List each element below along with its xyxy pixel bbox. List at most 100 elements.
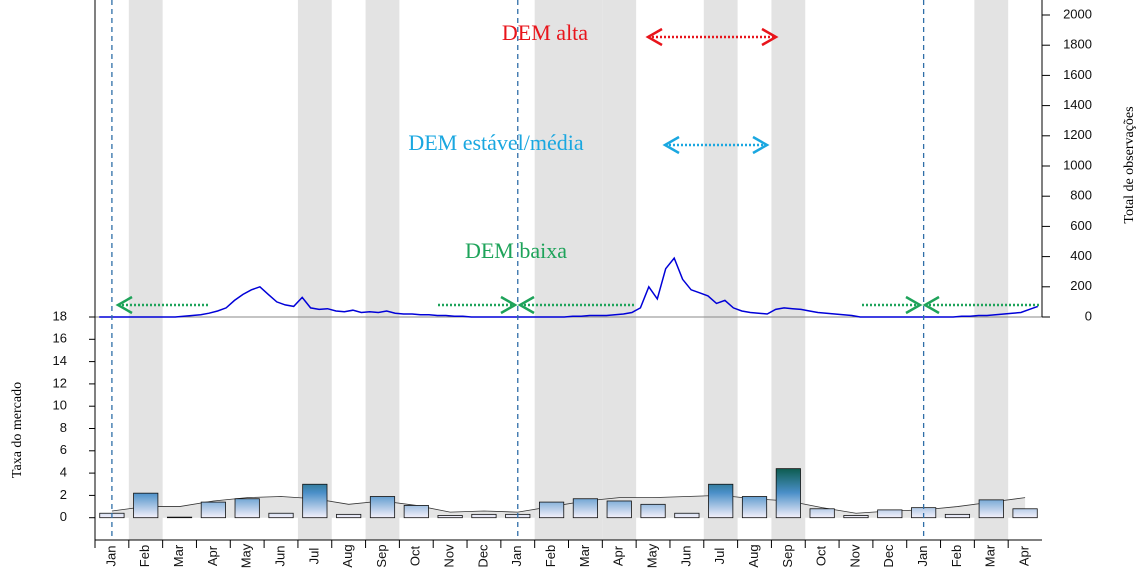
shaded-month [602,0,637,540]
y2-tick-label: 400 [1070,248,1092,263]
bar [944,513,971,519]
bar [403,505,429,519]
bar [606,500,632,519]
bar [336,513,362,519]
bar [471,513,497,519]
shaded-month [771,0,806,540]
bar [166,516,193,519]
arrow-head [905,295,923,315]
shaded-month [568,0,603,540]
arrow-head [517,295,535,315]
y-tick-label: 10 [53,398,67,413]
arrow-head [761,27,779,47]
y2-tick-label: 200 [1070,278,1092,293]
y2-tick-label: 1800 [1063,37,1092,52]
bar [268,512,294,519]
y2-tick-label: 2000 [1063,6,1092,21]
x-tick-label: Jan [103,546,118,567]
bar [775,468,801,519]
bar [234,498,260,519]
bar [843,515,869,519]
bar [1012,508,1038,519]
y-tick-label: 8 [60,420,67,435]
shaded-month [703,0,738,540]
y-tick-label: 4 [60,465,67,480]
observations-line [99,256,1039,318]
y-tick-label: 0 [60,509,67,524]
shaded-month [297,0,332,540]
x-tick-label: Jul [712,548,727,565]
shaded-month [365,0,400,540]
x-tick-label: Jul [306,548,321,565]
x-tick-label: Feb [543,545,558,567]
bar [809,508,835,519]
x-tick-label: Mar [983,544,998,567]
y-tick-label: 18 [53,308,67,323]
x-tick-label: Aug [746,544,761,567]
x-tick-label: Jun [678,546,693,567]
bar [572,498,598,519]
x-tick-label: Dec [475,544,490,568]
x-tick-label: Dec [881,544,896,568]
arrow-head [922,295,940,315]
bar [200,501,226,519]
x-tick-label: Oct [814,546,829,567]
arrow-head [752,135,770,155]
x-tick-label: Jun [272,546,287,567]
y2-tick-label: 1000 [1063,157,1092,172]
y2-tick-label: 600 [1070,218,1092,233]
bar [708,483,734,519]
bar [877,509,903,519]
y2-tick-label: 0 [1085,308,1092,323]
y-tick-label: 16 [53,331,67,346]
arrow-head [645,27,663,47]
arrow-head [115,295,133,315]
bar [539,501,565,519]
arrow-head [500,295,518,315]
shaded-month [534,0,569,540]
bar [302,483,328,519]
y2-tick-label: 1600 [1063,67,1092,82]
x-tick-label: Feb [949,545,964,567]
area-line [111,494,1026,514]
bar [741,496,768,519]
x-tick-label: Aug [340,544,355,567]
y2-tick-label: 1200 [1063,127,1092,142]
x-tick-label: Apr [1017,545,1032,566]
annotation: DEM estável/média [408,130,584,155]
bar [640,503,666,519]
y-tick-label: 14 [53,353,67,368]
bar [133,492,159,519]
x-tick-label: Jan [915,546,930,567]
bar [437,515,463,519]
y2-tick-label: 800 [1070,188,1092,203]
x-tick-label: May [239,543,254,568]
arrow-head [662,135,680,155]
x-tick-label: Sep [374,544,389,567]
shaded-month [974,0,1009,540]
x-tick-label: Sep [780,544,795,567]
x-tick-label: Nov [847,544,862,568]
y-tick-label: 2 [60,487,67,502]
x-tick-label: Apr [611,545,626,566]
shaded-month [128,0,163,540]
annotation: DEM baixa [465,238,567,263]
x-tick-label: Feb [137,545,152,567]
y-tick-label: 6 [60,442,67,457]
y-tick-label: 12 [53,375,67,390]
bar [978,499,1004,519]
bar [369,496,396,519]
x-tick-label: Nov [442,544,457,568]
x-tick-label: Apr [205,545,220,566]
x-tick-label: Mar [171,544,186,567]
annotation: DEM alta [502,20,588,45]
y2-axis-title: Total de observações [1122,106,1137,223]
x-tick-label: Mar [577,544,592,567]
x-tick-label: Jan [509,546,524,567]
bar [674,512,700,519]
x-tick-label: Oct [408,546,423,567]
y-axis-title: Taxa do mercado [10,382,25,478]
y2-tick-label: 1400 [1063,97,1092,112]
